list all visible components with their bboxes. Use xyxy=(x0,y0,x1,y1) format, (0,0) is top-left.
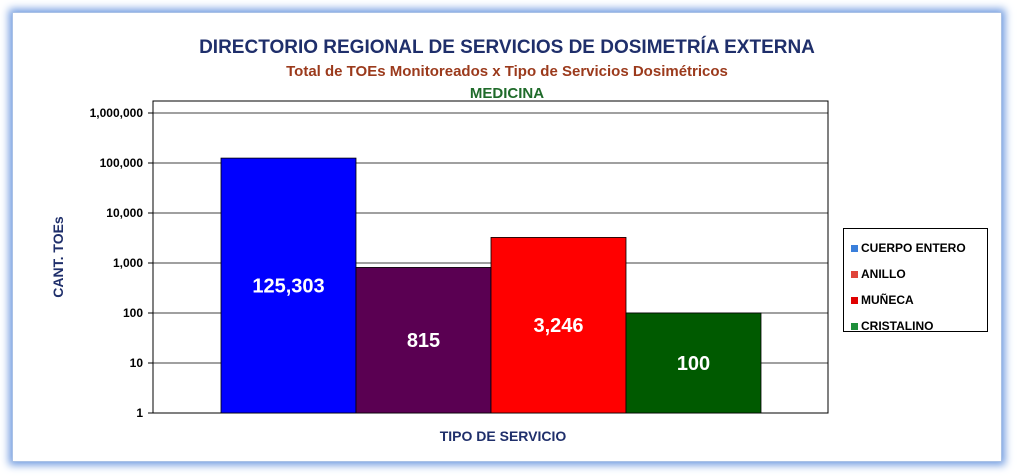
bars xyxy=(220,157,762,414)
legend: CUERPO ENTERO ANILLO MUÑECA CRISTALINO xyxy=(843,228,988,333)
bar-muñeca xyxy=(490,237,627,414)
bar-value-label: 125,303 xyxy=(252,276,324,298)
bar-anillo xyxy=(355,267,492,414)
chart-svg: 1 10 100 1,000 10,000 100,000 1,000,000 125,30… xyxy=(50,100,829,444)
y-tick-label: 1 xyxy=(136,406,143,420)
bar-cuerpo-entero xyxy=(220,157,357,414)
chart-title: DIRECTORIO REGIONAL DE SERVICIOS DE DOSI… xyxy=(199,37,815,58)
legend-label: CUERPO ENTERO xyxy=(861,241,966,255)
legend-swatch xyxy=(851,270,858,278)
y-tick-label: 100,000 xyxy=(100,156,144,170)
chart-frame: DIRECTORIO REGIONAL DE SERVICIOS DE DOSI… xyxy=(12,12,1002,462)
legend-swatch xyxy=(851,322,858,330)
legend-item-anillo: ANILLO xyxy=(851,267,906,281)
legend-item-cristalino: CRISTALINO xyxy=(851,319,933,333)
chart-subtitle: Total de TOEs Monitoreados x Tipo de Ser… xyxy=(286,63,728,80)
y-axis-label: CANT. TOEs xyxy=(50,216,66,298)
y-tick-labels: 1 10 100 1,000 10,000 100,000 1,000,000 xyxy=(90,106,144,420)
legend-item-cuerpo-entero: CUERPO ENTERO xyxy=(851,241,966,255)
legend-item-muñeca: MUÑECA xyxy=(851,293,914,307)
y-tick-label: 100 xyxy=(123,306,143,320)
legend-label: MUÑECA xyxy=(861,293,914,307)
y-tick-label: 1,000,000 xyxy=(90,106,144,120)
legend-label: ANILLO xyxy=(861,267,906,281)
y-tick-label: 10 xyxy=(130,356,144,370)
bar-value-label: 100 xyxy=(677,353,710,375)
legend-label: CRISTALINO xyxy=(861,319,934,333)
bar-cristalino xyxy=(625,312,762,414)
bar-value-labels: 125,303 815 3,246 100 xyxy=(252,276,710,375)
bar-value-label: 3,246 xyxy=(533,315,583,337)
bar-value-label: 815 xyxy=(407,330,440,352)
x-axis-label: TIPO DE SERVICIO xyxy=(440,428,567,444)
legend-swatch xyxy=(851,244,858,252)
legend-swatch xyxy=(851,296,858,304)
y-tick-label: 1,000 xyxy=(113,256,143,270)
y-tick-label: 10,000 xyxy=(106,206,143,220)
chart-subtitle-2: MEDICINA xyxy=(469,85,545,102)
